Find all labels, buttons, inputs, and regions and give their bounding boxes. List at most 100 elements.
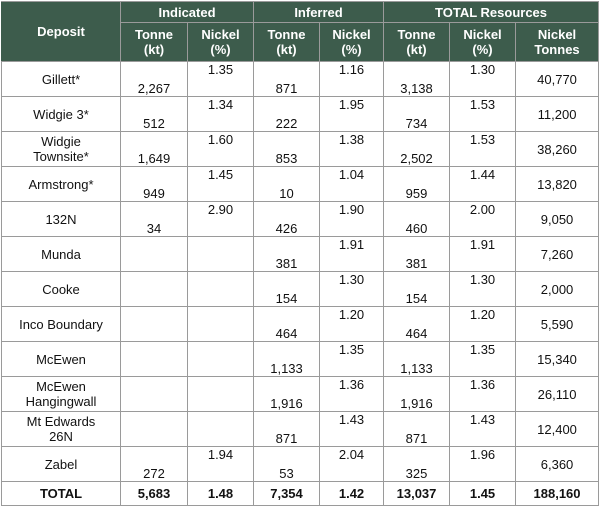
value-cell: 1.94 [186,446,255,482]
column-header-line: (%) [210,42,231,57]
value-cell: 1.91 [449,236,517,272]
total-value-cell: 1.48 [186,481,255,506]
column-header-line: Nickel [537,27,577,42]
column-header-line: Tonne [267,27,306,42]
value-cell: 1.43 [319,411,385,447]
column-header: Nickel (%) [449,22,517,62]
table-row: Munda 381 1.91 381 1.91 7,260 [1,236,600,272]
value-cell [186,306,255,342]
value-cell: 426 [253,201,321,237]
deposit-name-line: Widgie 3* [33,106,89,122]
deposit-name-line: 132N [45,211,77,227]
column-header: Nickel Tonnes [515,22,600,62]
value-cell: 1.60 [186,131,255,167]
value-cell: 38,260 [515,131,600,167]
header-sub-row: Tonne (kt) Nickel (%) Tonne (kt) Nickel (%) Tonn… [2,22,600,62]
table-row: McEwen Hangingwall 1,916 1.36 1,916 1.36 26,11… [1,376,600,412]
value-cell [186,236,255,272]
value-cell: 1,649 [120,131,188,167]
value-cell: 1.36 [319,376,385,412]
value-cell: 40,770 [515,61,600,97]
deposit-name-cell: Inco Boundary [1,306,121,342]
value-cell: 853 [253,131,321,167]
column-header: Tonne (kt) [253,22,321,62]
value-cell: 272 [120,446,188,482]
value-cell: 9,050 [515,201,600,237]
deposit-name-cell: Widgie Townsite* [1,131,121,167]
column-header: Nickel (%) [186,22,255,62]
value-cell: 13,820 [515,166,600,202]
value-cell: 1.53 [449,131,517,167]
table-row: Cooke 154 1.30 154 1.30 2,000 [1,271,600,307]
deposit-name-line: Hangingwall [25,394,97,409]
value-cell: 53 [253,446,321,482]
column-header-line: Nickel [332,27,371,42]
value-cell: 1.16 [319,61,385,97]
value-cell: 1.43 [449,411,517,447]
deposit-name-line: 26N [49,429,73,444]
total-label: TOTAL [1,481,121,506]
deposit-name-line: Munda [41,246,81,262]
total-value-cell: 188,160 [515,481,600,506]
value-cell [120,271,188,307]
value-cell: 222 [253,96,321,132]
value-cell [120,306,188,342]
deposit-name-cell: Widgie 3* [1,96,121,132]
value-cell: 2,502 [383,131,451,167]
value-cell: 1.90 [319,201,385,237]
value-cell: 464 [383,306,451,342]
value-cell: 1,916 [253,376,321,412]
value-cell [186,376,255,412]
column-header: Tonne (kt) [383,22,451,62]
deposit-name-line: Gillett* [41,71,81,87]
value-cell: 2.00 [449,201,517,237]
deposit-name-line: Armstrong* [28,176,94,192]
deposit-name-cell: McEwen [1,341,121,377]
value-cell: 11,200 [515,96,600,132]
deposit-name-line: McEwen [36,379,86,394]
value-cell: 325 [383,446,451,482]
indicated-group-header: Indicated [119,1,255,23]
deposit-name-line: McEwen [36,351,86,367]
value-cell: 1.30 [449,61,517,97]
value-cell: 6,360 [515,446,600,482]
value-cell: 1.34 [186,96,255,132]
value-cell: 1.30 [449,271,517,307]
total-value-cell: 1.42 [319,481,385,506]
total-value-cell: 1.45 [449,481,517,506]
value-cell: 1,133 [253,341,321,377]
value-cell: 154 [383,271,451,307]
value-cell: 1.44 [449,166,517,202]
value-cell: 7,260 [515,236,600,272]
value-cell: 381 [253,236,321,272]
deposit-name-cell: 132N [1,201,121,237]
deposit-name-cell: Gillett* [1,61,121,97]
table-row: 132N 34 2.90 426 1.90 460 2.00 9,050 [1,201,600,237]
value-cell: 734 [383,96,451,132]
value-cell: 1.95 [319,96,385,132]
value-cell: 26,110 [515,376,600,412]
deposit-name-cell: McEwen Hangingwall [1,376,121,412]
value-cell [120,236,188,272]
table-row: Widgie 3* 512 1.34 222 1.95 734 1.53 11,200 [1,96,600,132]
column-header-line: Tonne [397,27,436,42]
column-header-line: Nickel [201,27,240,42]
deposit-name-cell: Zabel [1,446,121,482]
value-cell [186,271,255,307]
value-cell: 1.20 [449,306,517,342]
value-cell: 15,340 [515,341,600,377]
table-row: McEwen 1,133 1.35 1,133 1.35 15,340 [1,341,600,377]
value-cell: 871 [383,411,451,447]
column-header-line: (kt) [143,42,165,57]
deposit-name-line: Cooke [42,281,80,297]
table-body: Gillett* 2,267 1.35 871 1.16 3,138 1.30 40,770 W… [1,61,600,506]
column-header: Nickel (%) [319,22,385,62]
value-cell: 381 [383,236,451,272]
value-cell: 949 [120,166,188,202]
value-cell: 1.35 [449,341,517,377]
deposit-name-line: Zabel [44,456,78,472]
column-header-line: Nickel [463,27,502,42]
deposit-name-line: Widgie [41,134,81,149]
value-cell: 5,590 [515,306,600,342]
inferred-group-header: Inferred [253,1,385,23]
